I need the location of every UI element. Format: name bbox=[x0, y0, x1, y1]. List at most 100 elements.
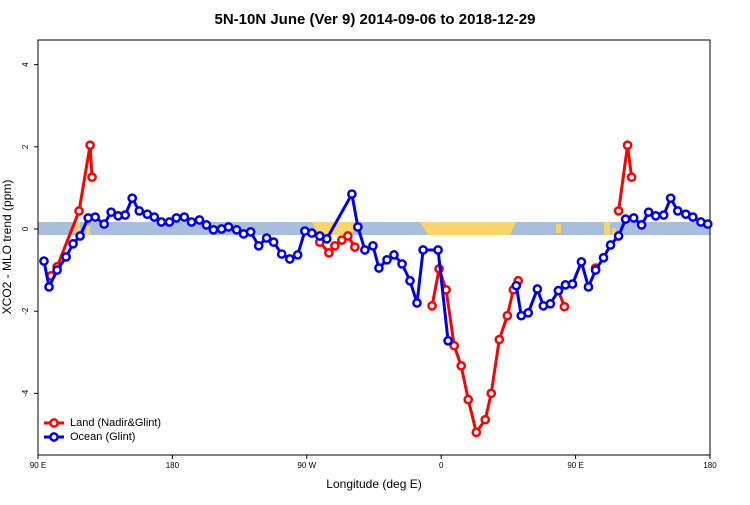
point bbox=[622, 140, 633, 151]
point bbox=[532, 284, 543, 294]
x-tick-label: 90 E bbox=[30, 461, 46, 470]
point bbox=[613, 206, 624, 216]
legend-label: Land (Nadir&Glint) bbox=[70, 417, 161, 429]
point bbox=[605, 240, 616, 250]
point bbox=[261, 233, 272, 243]
point bbox=[494, 334, 505, 345]
y-tick-label: 0 bbox=[21, 226, 30, 231]
point bbox=[353, 222, 363, 232]
point bbox=[486, 388, 497, 399]
point bbox=[321, 234, 332, 244]
point bbox=[75, 231, 85, 241]
point bbox=[553, 285, 564, 296]
point bbox=[412, 298, 422, 308]
point bbox=[347, 189, 357, 199]
point bbox=[480, 414, 491, 425]
point bbox=[545, 298, 556, 309]
point bbox=[245, 227, 256, 237]
point bbox=[39, 256, 49, 266]
point bbox=[650, 211, 661, 221]
x-tick-label: 0 bbox=[439, 461, 444, 470]
series-line bbox=[49, 144, 634, 436]
point bbox=[307, 228, 317, 238]
point bbox=[687, 212, 698, 222]
point bbox=[149, 212, 160, 222]
point bbox=[44, 282, 54, 292]
point bbox=[405, 275, 415, 286]
point bbox=[231, 224, 242, 235]
point bbox=[374, 263, 384, 273]
point bbox=[613, 231, 624, 241]
point bbox=[443, 335, 453, 346]
point bbox=[665, 193, 676, 204]
x-tick-label: 180 bbox=[166, 461, 180, 470]
point bbox=[74, 206, 84, 216]
point bbox=[156, 217, 167, 227]
point bbox=[292, 250, 303, 260]
point bbox=[171, 213, 182, 223]
point bbox=[208, 224, 219, 235]
point bbox=[360, 245, 370, 255]
point bbox=[418, 245, 428, 255]
point bbox=[90, 212, 101, 222]
point bbox=[106, 207, 117, 218]
y-tick-label: -2 bbox=[21, 307, 30, 315]
point bbox=[324, 247, 334, 258]
point bbox=[194, 215, 205, 225]
legend-marker bbox=[49, 432, 59, 442]
y-tick-label: 2 bbox=[21, 144, 30, 149]
point bbox=[223, 222, 234, 232]
point bbox=[120, 210, 131, 220]
point bbox=[276, 249, 287, 259]
y-tick-label: -4 bbox=[21, 389, 30, 397]
point bbox=[598, 252, 609, 263]
point bbox=[643, 207, 654, 218]
point bbox=[658, 210, 669, 220]
point bbox=[268, 237, 279, 248]
x-tick-label: 180 bbox=[703, 461, 717, 470]
point bbox=[567, 279, 578, 289]
chart-title: 5N-10N June (Ver 9) 2014-09-06 to 2018-1… bbox=[214, 11, 535, 28]
point bbox=[68, 238, 78, 249]
point bbox=[463, 394, 474, 405]
point bbox=[52, 265, 62, 275]
y-tick-label: 4 bbox=[21, 62, 30, 67]
legend-label: Ocean (Glint) bbox=[70, 431, 135, 443]
point bbox=[502, 310, 513, 321]
point bbox=[397, 259, 407, 269]
point bbox=[350, 242, 360, 252]
point bbox=[427, 300, 437, 311]
point bbox=[511, 280, 522, 291]
point bbox=[330, 241, 340, 251]
point bbox=[61, 252, 71, 262]
point bbox=[253, 241, 264, 251]
point bbox=[201, 220, 212, 230]
point bbox=[433, 245, 443, 255]
point bbox=[87, 172, 97, 183]
point bbox=[576, 257, 587, 267]
point bbox=[523, 307, 534, 318]
point bbox=[389, 250, 399, 260]
point bbox=[127, 193, 138, 204]
point bbox=[628, 213, 639, 223]
point bbox=[590, 265, 601, 275]
point bbox=[99, 219, 110, 229]
point bbox=[368, 241, 378, 251]
y-axis-label: XCO2 - MLO trend (ppm) bbox=[0, 180, 14, 315]
point bbox=[626, 172, 637, 183]
x-tick-label: 90 W bbox=[297, 461, 316, 470]
x-tick-label: 90 E bbox=[567, 461, 583, 470]
point bbox=[636, 220, 647, 230]
x-axis-label: Longitude (deg E) bbox=[326, 477, 421, 491]
point bbox=[620, 214, 631, 224]
point bbox=[672, 206, 683, 216]
legend-marker bbox=[49, 418, 59, 428]
point bbox=[471, 427, 482, 438]
point bbox=[85, 140, 95, 151]
point bbox=[186, 217, 197, 227]
point bbox=[559, 301, 570, 312]
point bbox=[343, 231, 353, 241]
point bbox=[284, 254, 295, 264]
point bbox=[134, 206, 145, 216]
